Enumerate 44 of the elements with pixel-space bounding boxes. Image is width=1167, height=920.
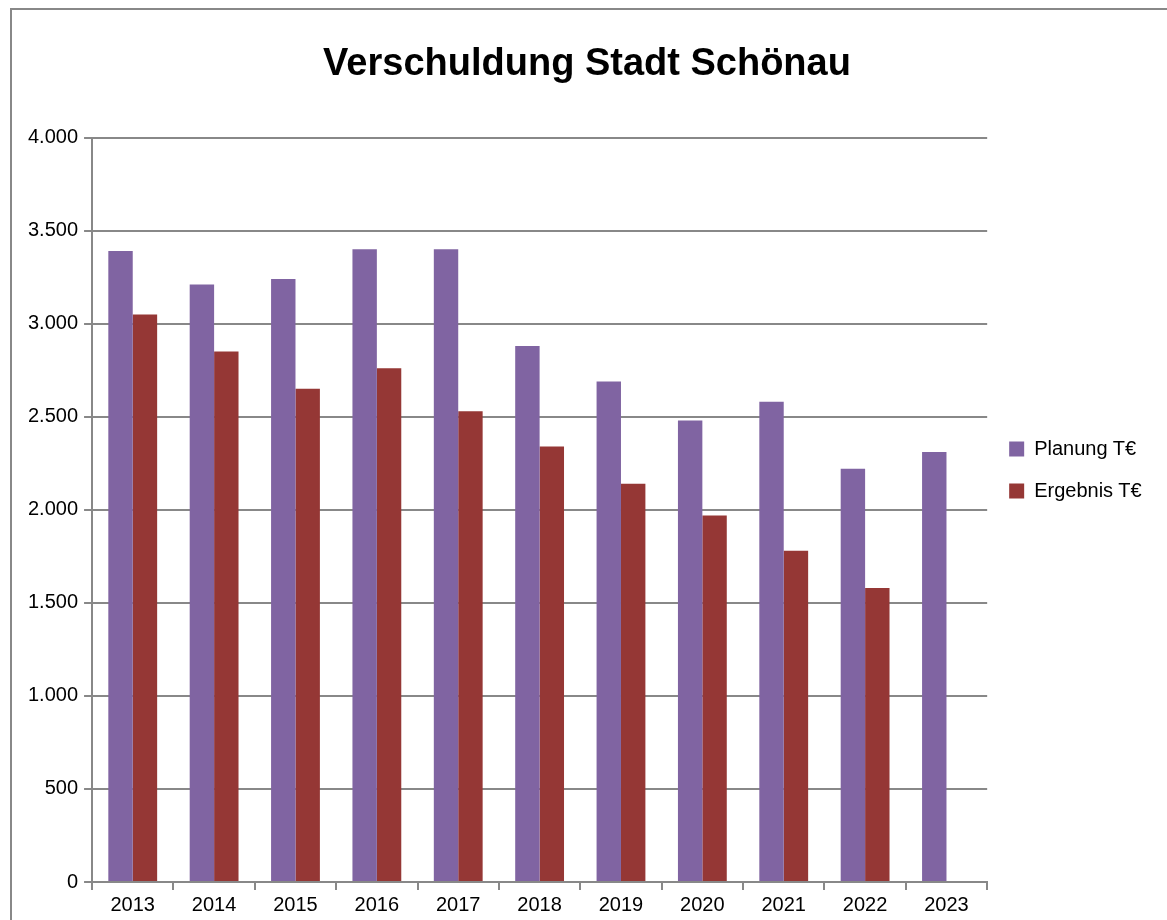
- x-tick-label: 2021: [761, 892, 806, 915]
- y-tick-label: 3.500: [27, 218, 79, 241]
- bar: [189, 284, 215, 881]
- bar: [840, 468, 866, 881]
- legend-label: Planung T€: [1034, 436, 1137, 459]
- y-tick-label: 2.000: [27, 497, 79, 520]
- bar: [376, 368, 402, 881]
- bar: [922, 452, 947, 881]
- y-tick-label: 0: [66, 869, 79, 892]
- y-tick-label: 1.000: [27, 683, 79, 706]
- x-tick-label: 2018: [517, 892, 562, 915]
- bar: [433, 249, 459, 881]
- x-tick-label: 2014: [191, 892, 237, 915]
- x-tick-label: 2023: [924, 892, 969, 915]
- bar: [596, 381, 621, 881]
- x-tick-label: 2017: [435, 892, 481, 915]
- bar: [515, 346, 540, 881]
- x-tick-label: 2022: [842, 892, 888, 915]
- y-tick-label: 3.000: [27, 311, 79, 334]
- legend-label: Ergebnis T€: [1034, 478, 1142, 501]
- bar: [352, 249, 377, 881]
- bar: [295, 388, 320, 881]
- y-tick-label: 500: [44, 776, 79, 799]
- bar: [214, 351, 239, 881]
- x-tick-label: 2016: [354, 892, 400, 915]
- y-tick-label: 1.500: [27, 590, 79, 613]
- bar: [458, 411, 483, 881]
- bar: [759, 401, 784, 881]
- x-tick-label: 2013: [110, 892, 155, 915]
- bar: [271, 279, 296, 881]
- bar: [108, 251, 133, 881]
- bar: [865, 587, 890, 881]
- bar: [620, 483, 646, 881]
- y-tick-label: 4.000: [27, 125, 79, 148]
- x-tick-label: 2020: [680, 892, 725, 915]
- chart-title: Verschuldung Stadt Schönau: [323, 41, 851, 84]
- bar: [539, 446, 565, 881]
- bar: [132, 314, 158, 881]
- bar: [677, 420, 703, 881]
- y-tick-label: 2.500: [27, 404, 79, 427]
- x-tick-label: 2015: [273, 892, 318, 915]
- bar: [783, 550, 809, 881]
- x-tick-label: 2019: [598, 892, 644, 915]
- bar: [702, 515, 727, 881]
